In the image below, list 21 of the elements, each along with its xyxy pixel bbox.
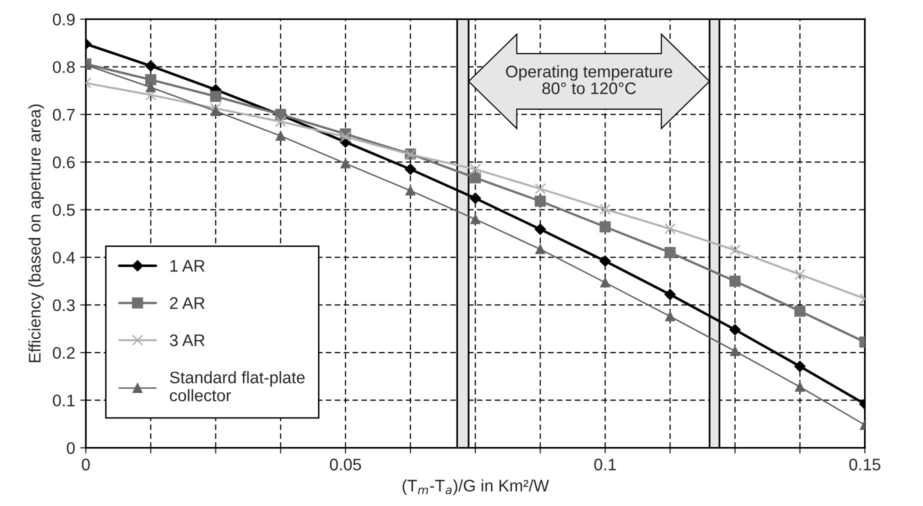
y-tick-label: 0.6 xyxy=(52,156,75,168)
annotation: Operating temperature 80° to 120°C xyxy=(506,65,672,94)
x-axis-title: (T$_{m}$-T$_{a}$)/G in Km²/W xyxy=(402,479,550,495)
y-tick-label: 0.5 xyxy=(52,204,75,216)
x-tick-label: 0 xyxy=(82,458,90,470)
y-tick-label: 0.8 xyxy=(52,61,75,74)
y-tick-label: 0.1 xyxy=(52,394,75,406)
legend-label: 3 AR xyxy=(170,334,205,346)
x-tick-label: 0.15 xyxy=(849,458,880,470)
y-tick-label: 0 xyxy=(66,442,75,454)
y-tick-label: 0.4 xyxy=(52,252,75,264)
legend-label: 2 AR xyxy=(170,297,205,309)
x-tick-label: 0.1 xyxy=(594,458,616,470)
y-tick-label: 0.9 xyxy=(52,14,75,26)
y-axis-title: Efficiency (based on aperture area) xyxy=(28,104,44,362)
x-tick-label: 0.05 xyxy=(330,458,362,470)
y-tick-label: 0.3 xyxy=(52,299,75,312)
y-tick-label: 0.7 xyxy=(52,108,75,121)
legend-label: Standard flat-plate collector xyxy=(170,371,305,402)
legend-label: 1 AR xyxy=(170,260,205,272)
y-tick-label: 0.2 xyxy=(52,346,75,359)
